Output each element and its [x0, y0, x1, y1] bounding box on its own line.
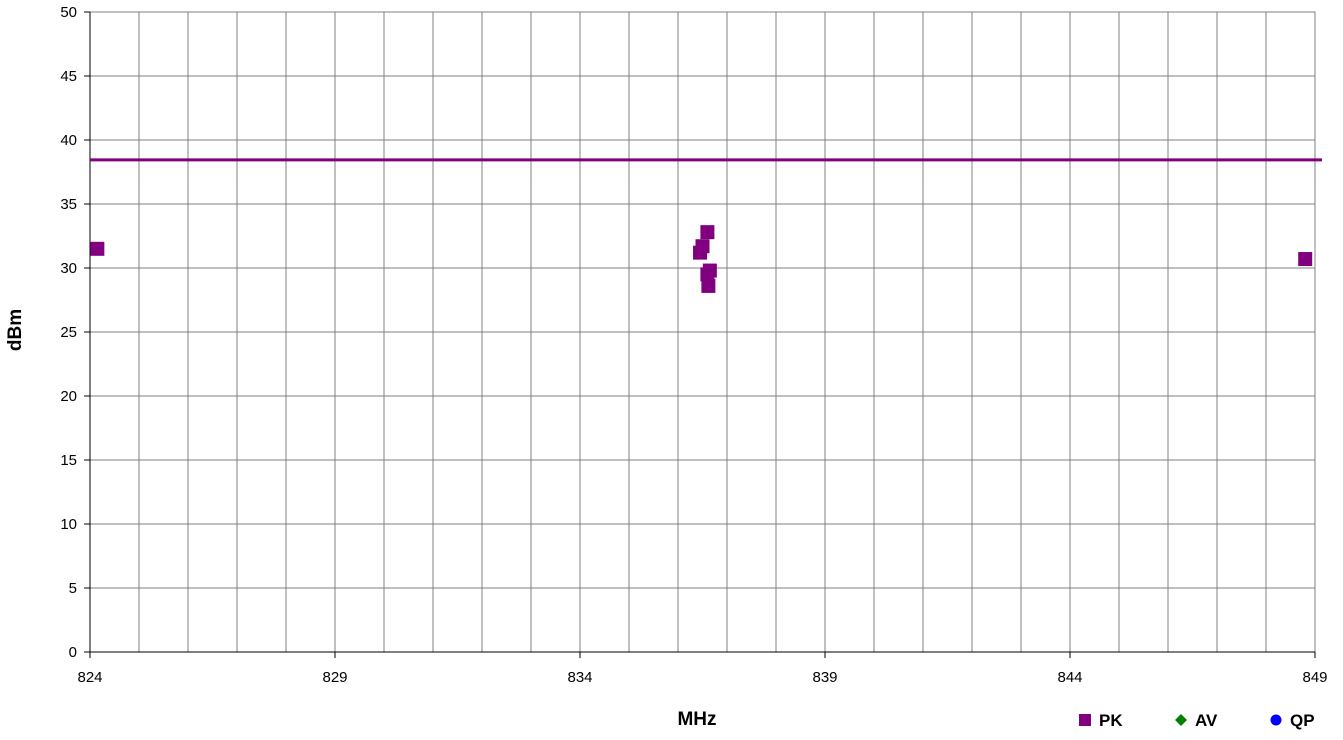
data-point-pk — [701, 278, 716, 293]
x-tick-label: 824 — [77, 669, 102, 686]
y-tick-label: 15 — [60, 452, 77, 469]
x-tick-label: 849 — [1302, 669, 1327, 686]
data-point-pk — [90, 241, 105, 256]
legend-marker-qp — [1270, 714, 1282, 726]
x-tick-label: 844 — [1057, 669, 1082, 686]
data-point-pk — [695, 239, 710, 254]
x-axis-title: MHz — [677, 709, 716, 730]
legend-marker-pk — [1079, 714, 1091, 726]
data-point-pk — [1298, 252, 1313, 267]
x-tick-label: 829 — [322, 669, 347, 686]
data-point-pk — [702, 263, 717, 278]
y-tick-label: 50 — [60, 4, 77, 21]
legend-label-pk: PK — [1099, 711, 1123, 730]
y-tick-label: 35 — [60, 196, 77, 213]
y-tick-label: 40 — [60, 132, 77, 149]
axes: 0 5 10 15 20 25 30 35 40 45 50 824 829 834 839 844 849 — [60, 4, 1327, 686]
y-tick-label: 0 — [69, 644, 77, 661]
y-tick-label: 30 — [60, 260, 77, 277]
y-tick-label: 25 — [60, 324, 77, 341]
y-tick-label: 45 — [60, 68, 77, 85]
legend-label-qp: QP — [1290, 711, 1315, 730]
legend: PK AV QP — [1079, 711, 1315, 730]
legend-marker-av — [1175, 714, 1187, 726]
data-point-pk — [700, 225, 715, 240]
data-points — [90, 225, 1313, 293]
y-tick-label: 10 — [60, 516, 77, 533]
x-tick-label: 839 — [812, 669, 837, 686]
grid — [89, 11, 1316, 653]
x-tick-label: 834 — [567, 669, 592, 686]
y-tick-label: 20 — [60, 388, 77, 405]
y-tick-label: 5 — [69, 580, 77, 597]
y-axis-title: dBm — [5, 309, 26, 351]
legend-label-av: AV — [1195, 711, 1218, 730]
